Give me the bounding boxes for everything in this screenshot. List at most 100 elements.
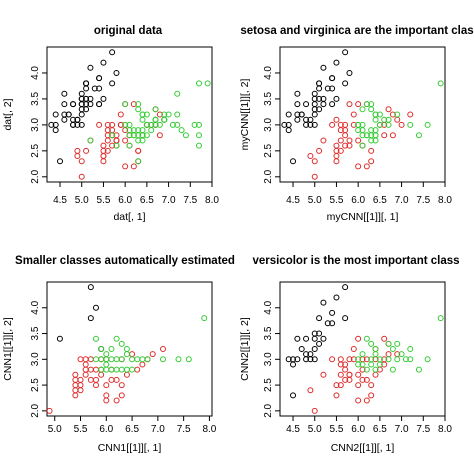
- x-tick-label: 8.0: [438, 424, 452, 435]
- data-point-red: [113, 137, 120, 144]
- x-tick-label: 5.5: [96, 195, 110, 206]
- data-point-red: [316, 147, 323, 154]
- chart-title: original data: [94, 25, 163, 37]
- data-point-black: [83, 85, 90, 92]
- data-point-green: [103, 351, 110, 358]
- data-point-green: [415, 366, 422, 373]
- data-point-green: [394, 111, 401, 118]
- data-point-green: [394, 340, 401, 347]
- x-tick-label: 5.5: [329, 195, 343, 206]
- y-tick-label: 4.0: [263, 66, 274, 80]
- data-point-green: [191, 121, 198, 128]
- x-tick-label: 4.5: [53, 195, 67, 206]
- data-point-green: [195, 121, 202, 128]
- data-point-red: [78, 173, 85, 180]
- data-point-green: [359, 106, 366, 113]
- data-point-red: [113, 376, 120, 383]
- data-point-black: [294, 356, 301, 363]
- data-point-red: [104, 121, 111, 128]
- data-point-black: [48, 121, 55, 128]
- data-point-red: [149, 351, 156, 358]
- data-point-red: [355, 382, 362, 389]
- y-tick-label: 3.5: [263, 326, 274, 340]
- y-axis-label: CNN2[[1]][, 2]: [239, 317, 251, 381]
- x-tick-label: 7.5: [416, 424, 430, 435]
- data-point-green: [372, 366, 379, 373]
- data-point-red: [82, 361, 89, 368]
- data-point-green: [139, 356, 146, 363]
- data-point-green: [126, 132, 133, 139]
- data-point-black: [70, 121, 77, 128]
- data-point-red: [381, 335, 388, 342]
- data-point-green: [407, 356, 414, 363]
- data-point-red: [337, 356, 344, 363]
- data-point-green: [363, 101, 370, 108]
- data-point-black: [52, 127, 59, 134]
- data-point-green: [126, 121, 133, 128]
- data-point-black: [61, 116, 68, 123]
- data-point-black: [303, 101, 310, 108]
- data-point-green: [359, 361, 366, 368]
- data-point-red: [118, 382, 125, 389]
- data-point-green: [363, 132, 370, 139]
- data-point-green: [143, 111, 150, 118]
- data-point-red: [355, 371, 362, 378]
- data-point-black: [311, 106, 318, 113]
- data-point-red: [72, 392, 79, 399]
- data-point-green: [385, 356, 392, 363]
- data-point-red: [368, 392, 375, 399]
- data-point-red: [307, 153, 314, 160]
- data-point-green: [381, 116, 388, 123]
- x-tick-label: 6.0: [351, 195, 365, 206]
- data-point-green: [108, 356, 115, 363]
- data-point-black: [316, 85, 323, 92]
- data-point-black: [96, 85, 103, 92]
- data-point-green: [122, 121, 129, 128]
- data-point-black: [311, 90, 318, 97]
- data-point-black: [303, 116, 310, 123]
- data-point-green: [135, 106, 142, 113]
- y-tick-label: 4.0: [263, 300, 274, 314]
- data-point-green: [398, 351, 405, 358]
- chart-panel-2: setosa and virginica are the important c…: [239, 25, 474, 223]
- data-point-red: [72, 387, 79, 394]
- data-point-red: [103, 382, 110, 389]
- data-point-red: [398, 121, 405, 128]
- data-point-green: [118, 356, 125, 363]
- data-point-black: [316, 340, 323, 347]
- data-point-black: [329, 75, 336, 82]
- data-point-black: [320, 64, 327, 71]
- data-point-red: [117, 121, 124, 128]
- data-point-green: [165, 111, 172, 118]
- data-point-red: [77, 382, 84, 389]
- data-point-black: [342, 80, 349, 87]
- data-point-red: [320, 371, 327, 378]
- data-point-green: [201, 315, 208, 322]
- data-point-red: [368, 382, 375, 389]
- data-point-green: [363, 335, 370, 342]
- data-point-black: [324, 85, 331, 92]
- data-point-green: [376, 111, 383, 118]
- data-point-red: [381, 356, 388, 363]
- data-point-green: [355, 127, 362, 134]
- data-point-black: [87, 64, 94, 71]
- data-point-green: [376, 121, 383, 128]
- data-point-green: [174, 111, 181, 118]
- data-point-red: [134, 366, 141, 373]
- data-point-red: [92, 382, 99, 389]
- data-point-red: [103, 392, 110, 399]
- data-point-red: [333, 382, 340, 389]
- data-point-green: [103, 366, 110, 373]
- data-point-red: [77, 376, 84, 383]
- data-point-green: [359, 132, 366, 139]
- y-tick-label: 3.0: [263, 117, 274, 131]
- data-point-red: [156, 111, 163, 118]
- data-point-green: [368, 340, 375, 347]
- data-point-red: [87, 356, 94, 363]
- data-point-red: [72, 382, 79, 389]
- x-tick-label: 4.5: [286, 195, 300, 206]
- data-point-black: [329, 101, 336, 108]
- data-point-green: [437, 315, 444, 322]
- x-tick-label: 5.5: [329, 424, 343, 435]
- data-point-black: [83, 80, 90, 87]
